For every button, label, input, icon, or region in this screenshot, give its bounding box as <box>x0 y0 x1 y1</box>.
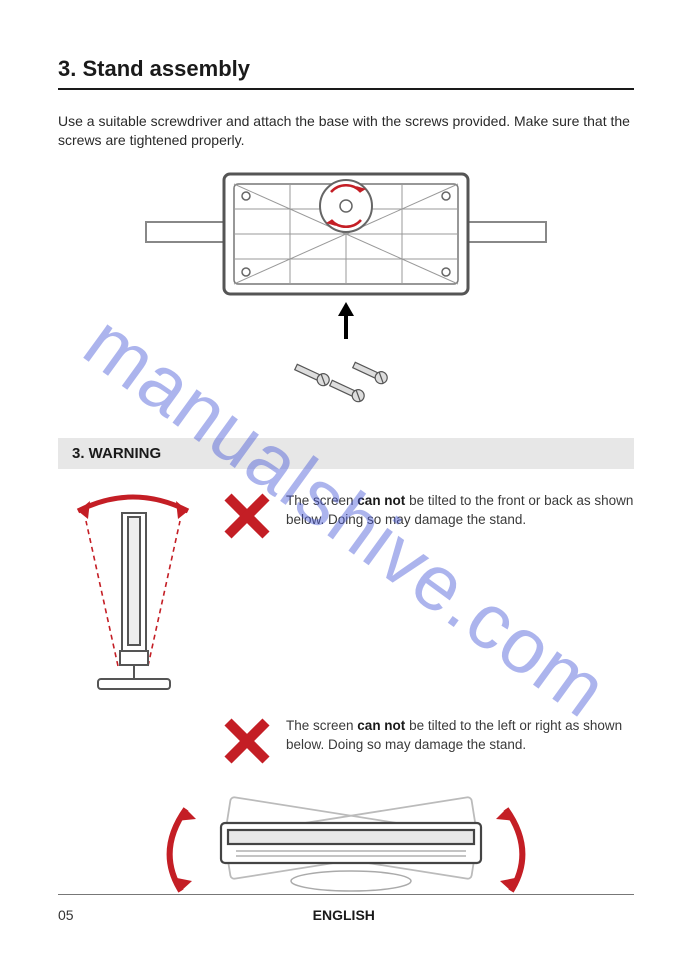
manual-page: manualshive.com 3. Stand assembly Use a … <box>0 0 692 955</box>
warning-2-pre: The screen <box>286 718 357 733</box>
footer-language: ENGLISH <box>313 907 375 923</box>
warning-row-tilt-front-back: The screen can not be tilted to the fron… <box>58 491 634 706</box>
page-number: 05 <box>58 907 74 923</box>
figure-screws <box>58 355 634 420</box>
warning-2-bold: can not <box>357 718 405 733</box>
section-title: 3. Stand assembly <box>58 56 634 90</box>
warning-row-tilt-left-right: The screen can not be tilted to the left… <box>58 716 634 771</box>
intro-paragraph: Use a suitable screwdriver and attach th… <box>58 112 634 150</box>
warning-heading: 3. WARNING <box>58 438 634 469</box>
warning-1-bold: can not <box>357 493 405 508</box>
footer-rule <box>58 894 634 895</box>
figure-base-plate <box>58 164 634 349</box>
page-footer: 05 ENGLISH <box>58 907 634 923</box>
x-icon <box>222 716 272 766</box>
tilt-front-back-diagram <box>58 491 208 701</box>
figure-tilt-left-right <box>58 781 634 916</box>
screws-diagram <box>276 355 416 415</box>
warning-2-text: The screen can not be tilted to the left… <box>286 716 634 755</box>
base-plate-diagram <box>136 164 556 344</box>
warning-1-text: The screen can not be tilted to the fron… <box>286 491 634 530</box>
warning-1-pre: The screen <box>286 493 357 508</box>
x-icon <box>222 491 272 541</box>
